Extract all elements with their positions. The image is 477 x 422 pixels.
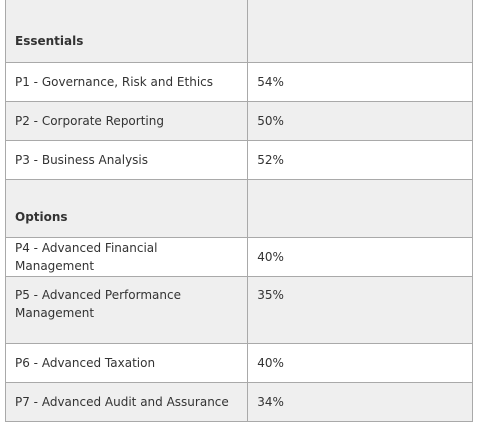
paper-name: P5 - Advanced Performance Management [4,275,249,344]
table-row: P5 - Advanced Performance Management 35% [4,275,473,344]
section-heading: Essentials [4,0,249,63]
table-row: P1 - Governance, Risk and Ethics 54% [4,61,473,102]
paper-name: P2 - Corporate Reporting [4,100,249,141]
pass-rate: 34% [247,381,473,422]
pass-rate: 40% [247,236,473,277]
section-heading-spacer [247,0,473,63]
pass-rate: 50% [247,100,473,141]
section-header-row: Essentials [4,0,473,63]
pass-rate: 40% [247,342,473,383]
paper-name: P4 - Advanced Financial Management [4,236,249,277]
pass-rate: 35% [247,275,473,344]
table-row: P2 - Corporate Reporting 50% [4,100,473,141]
table-row: P6 - Advanced Taxation 40% [4,342,473,383]
pass-rate: 54% [247,61,473,102]
paper-name: P6 - Advanced Taxation [4,342,249,383]
paper-name: P1 - Governance, Risk and Ethics [4,61,249,102]
table-row: P7 - Advanced Audit and Assurance 34% [4,381,473,422]
table-row: P3 - Business Analysis 52% [4,139,473,180]
paper-name: P7 - Advanced Audit and Assurance [4,381,249,422]
table-row: P4 - Advanced Financial Management 40% [4,236,473,277]
section-header-row: Options [4,178,473,238]
pass-rate: 52% [247,139,473,180]
section-heading-spacer [247,178,473,238]
paper-name: P3 - Business Analysis [4,139,249,180]
section-heading: Options [4,178,249,238]
pass-rate-table: Essentials P1 - Governance, Risk and Eth… [4,0,473,422]
